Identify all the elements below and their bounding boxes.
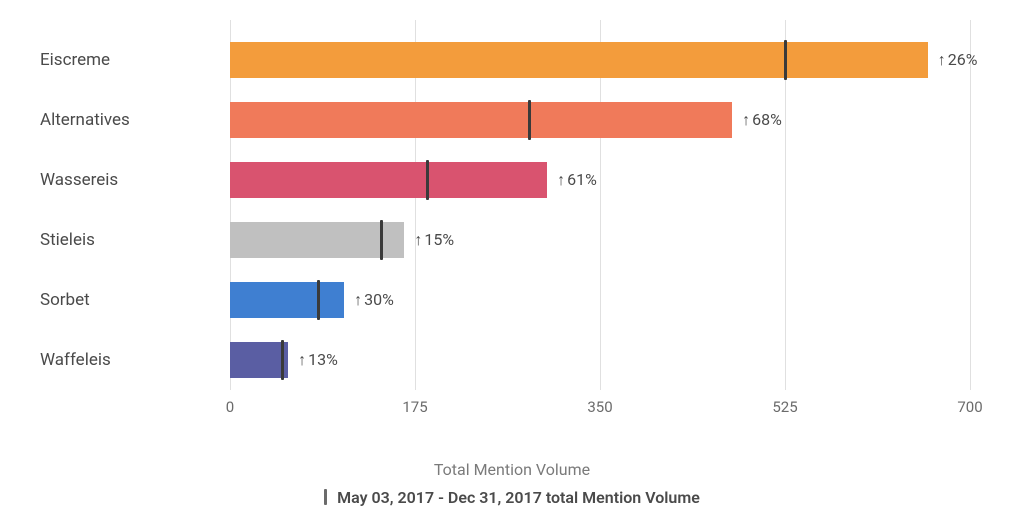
legend-tick-icon <box>324 489 327 505</box>
benchmark-marker <box>380 220 383 260</box>
x-tick: 0 <box>226 398 234 416</box>
category-label: Wassereis <box>40 170 118 190</box>
pct-change: ↑68% <box>742 110 782 130</box>
mention-volume-chart: Eiscreme Alternatives Wassereis Stieleis Sor… <box>40 20 984 420</box>
benchmark-marker <box>281 340 284 380</box>
arrow-up-icon: ↑ <box>938 50 946 70</box>
category-label: Waffeleis <box>40 350 111 370</box>
pct-change: ↑61% <box>557 170 597 190</box>
bar <box>230 222 404 258</box>
category-label: Eiscreme <box>40 50 110 70</box>
bar <box>230 342 288 378</box>
arrow-up-icon: ↑ <box>298 350 306 370</box>
benchmark-marker <box>317 280 320 320</box>
pct-change: ↑15% <box>414 230 454 250</box>
arrow-up-icon: ↑ <box>742 110 750 130</box>
x-axis-title: Total Mention Volume <box>40 460 984 479</box>
legend-text: May 03, 2017 - Dec 31, 2017 total Mentio… <box>337 488 700 507</box>
arrow-up-icon: ↑ <box>414 230 422 250</box>
bar <box>230 102 732 138</box>
arrow-up-icon: ↑ <box>354 290 362 310</box>
pct-change: ↑13% <box>298 350 338 370</box>
x-tick: 175 <box>402 398 427 416</box>
bar <box>230 282 344 318</box>
category-label: Sorbet <box>40 290 90 310</box>
category-label: Stieleis <box>40 230 95 250</box>
bar <box>230 162 547 198</box>
x-tick: 350 <box>587 398 612 416</box>
arrow-up-icon: ↑ <box>557 170 565 190</box>
bar <box>230 42 928 78</box>
pct-change: ↑30% <box>354 290 394 310</box>
benchmark-marker <box>528 100 531 140</box>
x-tick: 700 <box>957 398 982 416</box>
pct-change: ↑26% <box>938 50 978 70</box>
plot-area: 0175350525700↑26%↑68%↑61%↑15%↑30%↑13% <box>230 20 970 390</box>
x-tick: 525 <box>772 398 797 416</box>
grid-line <box>970 20 971 390</box>
benchmark-marker <box>426 160 429 200</box>
category-label: Alternatives <box>40 110 130 130</box>
benchmark-marker <box>784 40 787 80</box>
legend: May 03, 2017 - Dec 31, 2017 total Mentio… <box>40 488 984 507</box>
